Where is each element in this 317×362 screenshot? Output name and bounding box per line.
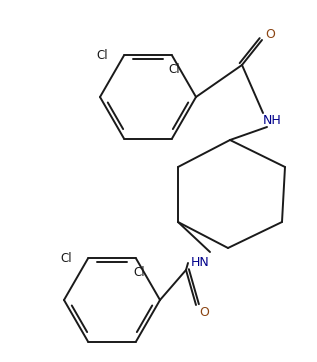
Text: HN: HN [191,257,209,269]
Text: Cl: Cl [60,252,72,265]
Text: O: O [199,307,209,320]
Text: O: O [265,28,275,41]
Text: Cl: Cl [96,49,108,62]
Text: Cl: Cl [133,266,145,279]
Text: NH: NH [262,114,281,126]
Text: Cl: Cl [168,63,180,76]
